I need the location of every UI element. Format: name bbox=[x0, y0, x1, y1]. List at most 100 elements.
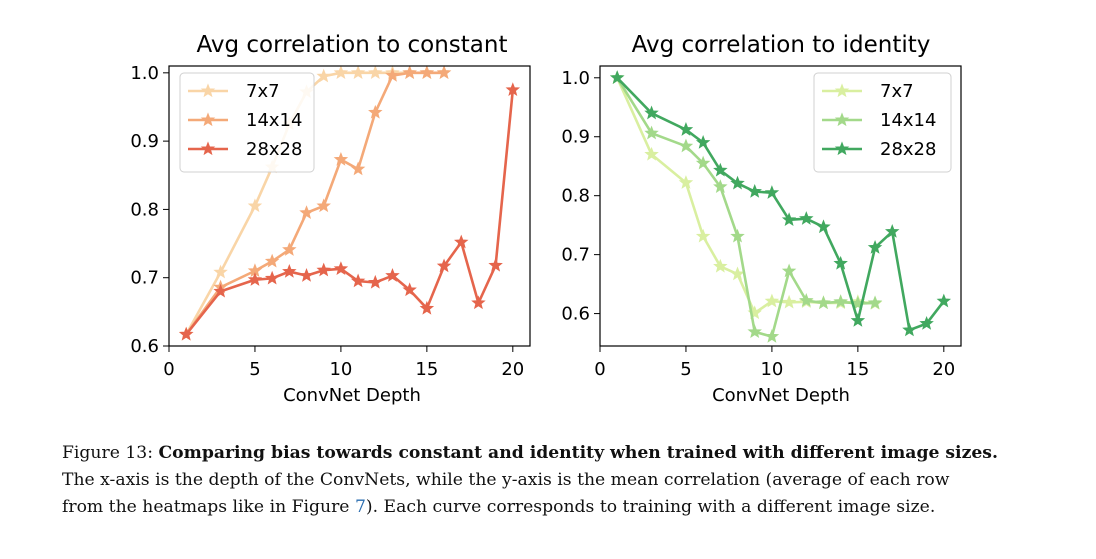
caption-text: ). Each curve corresponds to training wi… bbox=[365, 497, 936, 517]
data-point bbox=[419, 65, 435, 79]
x-tick-label: 0 bbox=[594, 359, 605, 380]
data-point bbox=[678, 138, 694, 153]
data-point bbox=[282, 242, 297, 256]
data-point bbox=[402, 282, 417, 297]
legend-marker bbox=[834, 141, 850, 156]
chart-constant: Avg correlation to constant ConvNet Dept… bbox=[130, 32, 531, 406]
data-point bbox=[713, 258, 728, 273]
data-point bbox=[436, 65, 452, 79]
legend-marker bbox=[834, 83, 850, 98]
data-point bbox=[368, 104, 383, 119]
y-tick-label: 0.6 bbox=[130, 336, 159, 357]
data-point bbox=[713, 162, 728, 177]
y-tick-label: 0.9 bbox=[561, 127, 590, 148]
data-point bbox=[816, 295, 831, 310]
data-point bbox=[781, 263, 797, 278]
data-point bbox=[419, 300, 435, 315]
data-point bbox=[644, 125, 659, 140]
x-tick-label: 5 bbox=[249, 359, 260, 380]
data-point bbox=[488, 257, 503, 272]
data-point bbox=[867, 239, 883, 254]
x-tick-label: 0 bbox=[163, 359, 174, 380]
data-point bbox=[333, 261, 349, 275]
caption-line-1: Figure 13: Comparing bias towards consta… bbox=[62, 440, 1047, 467]
data-point bbox=[730, 228, 745, 243]
data-point bbox=[264, 253, 280, 268]
data-point bbox=[316, 262, 331, 277]
data-point bbox=[678, 122, 694, 136]
data-point bbox=[730, 266, 745, 281]
data-point bbox=[454, 234, 469, 249]
legend-label: 14x14 bbox=[880, 110, 936, 131]
legend-marker bbox=[200, 112, 216, 127]
series-group bbox=[609, 70, 952, 343]
data-point bbox=[695, 135, 711, 149]
data-point bbox=[713, 179, 728, 193]
data-point bbox=[885, 224, 900, 238]
y-tick-label: 0.6 bbox=[561, 304, 590, 325]
figure-reference-link[interactable]: 7 bbox=[354, 497, 366, 517]
plot-frame bbox=[599, 65, 962, 347]
legend-label: 7x7 bbox=[246, 81, 280, 102]
data-point bbox=[730, 175, 745, 190]
plot-frame bbox=[168, 65, 531, 347]
x-tick-label: 5 bbox=[680, 359, 691, 380]
data-point bbox=[799, 293, 814, 307]
y-tick-label: 0.7 bbox=[130, 268, 159, 289]
chart-title: Avg correlation to identity bbox=[632, 32, 931, 58]
chart-identity: Avg correlation to identity ConvNet Dept… bbox=[561, 32, 962, 406]
caption-line-2: The x-axis is the depth of the ConvNets,… bbox=[62, 470, 950, 490]
data-point bbox=[316, 68, 331, 83]
data-point bbox=[695, 155, 711, 170]
data-point bbox=[764, 293, 780, 308]
plot-area: 0 5 10 15 20 0.6 0.7 0.8 0.9 1.0 bbox=[130, 63, 524, 380]
legend: 7x7 14x14 28x28 bbox=[813, 72, 952, 173]
x-axis-label: ConvNet Depth bbox=[283, 385, 421, 406]
data-point bbox=[299, 205, 314, 219]
data-point bbox=[471, 295, 486, 310]
data-point bbox=[350, 65, 366, 79]
data-point bbox=[764, 185, 780, 199]
data-point bbox=[333, 65, 349, 79]
legend-label: 14x14 bbox=[246, 110, 302, 131]
x-tick-label: 20 bbox=[501, 359, 524, 380]
x-tick-label: 20 bbox=[932, 359, 955, 380]
data-point bbox=[247, 198, 263, 213]
y-tick-label: 0.8 bbox=[561, 186, 590, 207]
data-point bbox=[867, 295, 883, 310]
figure-caption: Figure 13: Comparing bias towards consta… bbox=[62, 440, 1047, 521]
x-tick-label: 15 bbox=[846, 359, 869, 380]
data-point bbox=[350, 161, 366, 176]
y-tick-label: 0.9 bbox=[130, 131, 159, 152]
data-point bbox=[213, 264, 228, 279]
figure-canvas: Avg correlation to constant ConvNet Dept… bbox=[130, 32, 962, 406]
data-point bbox=[833, 255, 848, 270]
data-point bbox=[368, 274, 383, 289]
data-point bbox=[385, 268, 400, 282]
data-point bbox=[368, 65, 383, 79]
data-point bbox=[350, 273, 366, 288]
legend-marker bbox=[200, 83, 216, 98]
data-point bbox=[505, 82, 521, 97]
y-tick-label: 1.0 bbox=[561, 68, 590, 89]
data-point bbox=[919, 315, 934, 330]
data-point bbox=[747, 324, 762, 339]
data-point bbox=[178, 326, 194, 341]
data-point bbox=[316, 198, 331, 213]
data-point bbox=[402, 65, 417, 79]
caption-figure-label: Figure 13: bbox=[62, 443, 159, 463]
x-axis-label: ConvNet Depth bbox=[712, 385, 850, 406]
x-tick-label: 15 bbox=[415, 359, 438, 380]
data-point bbox=[902, 322, 917, 337]
y-tick-label: 0.7 bbox=[561, 245, 590, 266]
legend-label: 28x28 bbox=[246, 139, 302, 160]
data-point bbox=[247, 272, 263, 286]
data-point bbox=[609, 70, 625, 84]
data-point bbox=[678, 175, 694, 189]
legend-marker bbox=[200, 141, 216, 156]
data-point bbox=[695, 228, 711, 243]
data-point bbox=[764, 328, 780, 343]
data-point bbox=[816, 219, 831, 234]
data-point bbox=[781, 294, 797, 309]
plot-area: 0 5 10 15 20 0.6 0.7 0.8 0.9 1.0 bbox=[561, 68, 955, 380]
